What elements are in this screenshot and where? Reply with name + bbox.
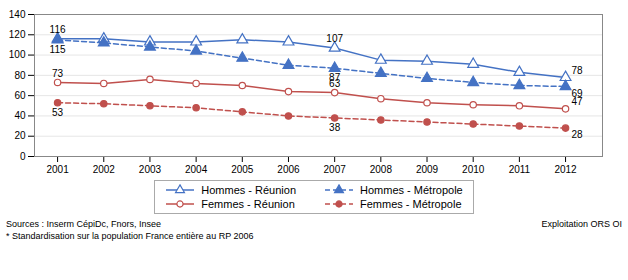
svg-text:60: 60: [14, 90, 26, 101]
svg-text:2001: 2001: [46, 164, 69, 175]
svg-text:2005: 2005: [231, 164, 254, 175]
svg-text:63: 63: [329, 78, 341, 89]
html-text:Femmes - Réunion: Femmes - Réunion: [201, 198, 295, 210]
html-text:* Standardisation sur la popul: * Standardisation sur la population Fran…: [6, 231, 254, 241]
svg-text:20: 20: [14, 130, 26, 141]
svg-text:28: 28: [572, 129, 584, 140]
html-text:Femmes - Métropole: Femmes - Métropole: [360, 198, 462, 210]
html-text:Exploitation ORS OI: Exploitation ORS OI: [541, 219, 622, 229]
svg-text:2003: 2003: [139, 164, 162, 175]
svg-text:2010: 2010: [462, 164, 485, 175]
svg-text:69: 69: [571, 87, 583, 99]
svg-text:140: 140: [9, 9, 26, 20]
svg-text:73: 73: [52, 68, 64, 79]
svg-text:2009: 2009: [416, 164, 439, 175]
svg-text:2004: 2004: [185, 164, 208, 175]
svg-text:2008: 2008: [370, 164, 393, 175]
html-text:Sources : Inserm CépiDc, Fnors: Sources : Inserm CépiDc, Fnors, Insee: [6, 219, 162, 229]
svg-text:2012: 2012: [554, 164, 577, 175]
html-text:Hommes - Réunion: Hommes - Réunion: [201, 184, 296, 196]
svg-text:2007: 2007: [324, 164, 347, 175]
svg-text:38: 38: [329, 122, 341, 133]
svg-text:53: 53: [52, 107, 64, 118]
svg-text:120: 120: [9, 29, 26, 40]
svg-text:116: 116: [50, 24, 66, 35]
svg-text:107: 107: [326, 33, 343, 44]
svg-text:0: 0: [20, 151, 26, 162]
svg-text:2002: 2002: [93, 164, 116, 175]
svg-text:100: 100: [9, 49, 26, 60]
svg-text:2011: 2011: [509, 164, 531, 175]
svg-text:80: 80: [14, 70, 26, 81]
svg-text:78: 78: [572, 65, 584, 76]
svg-text:2006: 2006: [277, 164, 300, 175]
svg-text:47: 47: [572, 96, 584, 107]
svg-text:115: 115: [50, 44, 66, 55]
svg-text:40: 40: [14, 110, 26, 121]
html-text:Hommes - Métropole: Hommes - Métropole: [360, 184, 463, 196]
